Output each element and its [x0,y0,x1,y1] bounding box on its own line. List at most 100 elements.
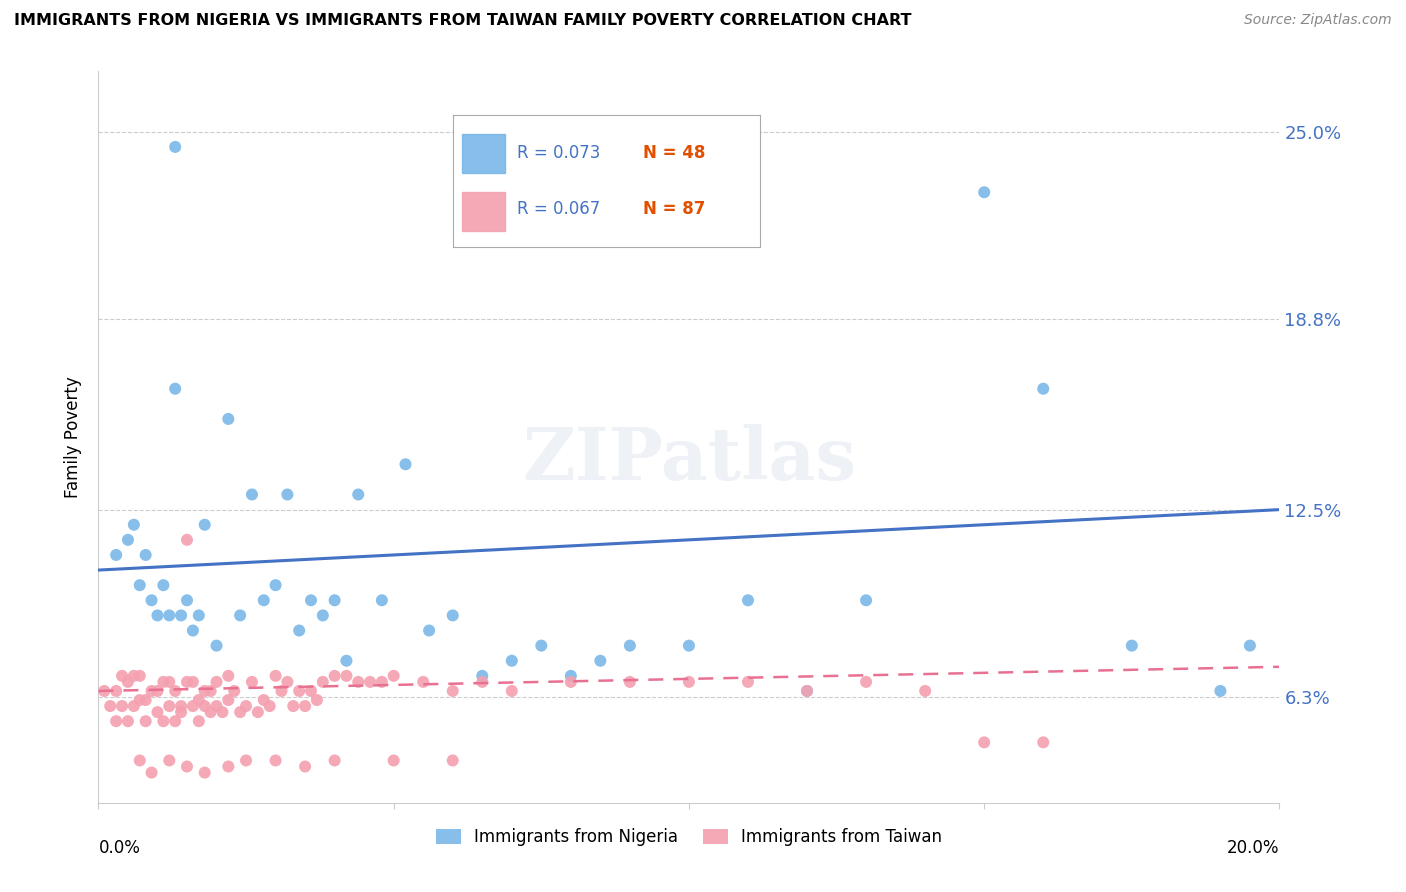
Point [157,674,180,689]
Point [146,705,169,719]
Point [264,578,287,592]
Point [217,669,239,683]
Point [111,699,134,714]
Point [176,759,198,773]
Point [146,684,169,698]
Point [678,639,700,653]
Point [253,693,276,707]
Point [501,684,523,698]
Point [205,674,228,689]
Text: 0.0%: 0.0% [98,839,141,857]
Point [146,608,169,623]
Point [1032,382,1054,396]
Point [141,765,163,780]
Point [181,624,204,638]
Point [224,684,246,698]
Point [335,669,357,683]
Point [312,674,335,689]
Point [294,699,316,714]
Point [205,639,228,653]
Point [128,693,150,707]
Point [737,674,759,689]
Point [382,669,405,683]
Point [165,140,187,154]
Point [305,693,328,707]
Point [98,699,121,714]
Point [678,674,700,689]
Point [128,578,150,592]
Point [589,654,612,668]
Point [283,699,305,714]
Point [117,533,139,547]
Point [152,578,174,592]
Point [299,593,322,607]
Point [530,639,553,653]
Point [122,517,145,532]
Point [855,593,877,607]
Point [194,699,217,714]
Text: IMMIGRANTS FROM NIGERIA VS IMMIGRANTS FROM TAIWAN FAMILY POVERTY CORRELATION CHA: IMMIGRANTS FROM NIGERIA VS IMMIGRANTS FR… [14,13,911,29]
Point [855,674,877,689]
Point [501,654,523,668]
Point [194,684,217,698]
Point [560,674,582,689]
Point [93,684,115,698]
Point [217,759,239,773]
Point [181,674,204,689]
Point [187,714,209,729]
Point [194,517,217,532]
Point [312,608,335,623]
Point [181,699,204,714]
Point [141,593,163,607]
Point [141,684,163,698]
Point [205,699,228,714]
Point [246,705,269,719]
Point [135,548,157,562]
Point [441,608,464,623]
Point [253,593,276,607]
Point [105,548,128,562]
Point [165,684,187,698]
Point [299,684,322,698]
Point [276,487,298,501]
Point [288,684,311,698]
Point [471,669,494,683]
Point [371,674,394,689]
Point [176,533,198,547]
Point [359,674,381,689]
Point [165,714,187,729]
Point [200,684,222,698]
Point [170,608,193,623]
Point [914,684,936,698]
Point [1239,639,1261,653]
Point [187,693,209,707]
Point [347,674,370,689]
Point [235,699,257,714]
Point [323,754,346,768]
Point [560,669,582,683]
Point [264,669,287,683]
Point [441,754,464,768]
Point [165,382,187,396]
Point [105,714,128,729]
Point [347,487,370,501]
Point [211,705,233,719]
Point [105,684,128,698]
Point [412,674,434,689]
Point [117,674,139,689]
Point [276,674,298,689]
Point [152,714,174,729]
Text: 20.0%: 20.0% [1227,839,1279,857]
Point [270,684,292,698]
Point [200,705,222,719]
Point [128,754,150,768]
Point [135,693,157,707]
Point [294,759,316,773]
Point [323,669,346,683]
Point [323,593,346,607]
Point [187,608,209,623]
Point [128,669,150,683]
Point [170,705,193,719]
Point [288,624,311,638]
Point [264,754,287,768]
